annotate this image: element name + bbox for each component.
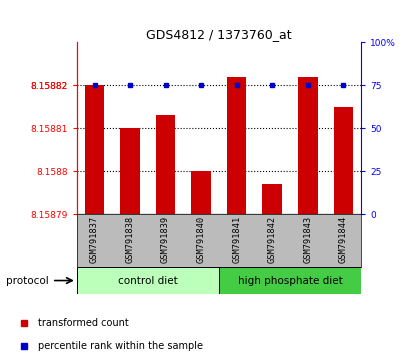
Text: GSM791840: GSM791840 bbox=[197, 216, 206, 263]
Text: GSM791843: GSM791843 bbox=[303, 216, 312, 263]
Text: GSM791839: GSM791839 bbox=[161, 216, 170, 263]
Bar bbox=[120, 128, 140, 214]
Text: GSM791838: GSM791838 bbox=[126, 216, 134, 263]
Text: control diet: control diet bbox=[118, 275, 178, 286]
Text: GSM791842: GSM791842 bbox=[268, 216, 277, 263]
Bar bbox=[219, 267, 361, 294]
Bar bbox=[77, 267, 219, 294]
Bar bbox=[334, 107, 353, 214]
Text: GSM791837: GSM791837 bbox=[90, 216, 99, 263]
Text: GSM791844: GSM791844 bbox=[339, 216, 348, 263]
Text: high phosphate diet: high phosphate diet bbox=[238, 275, 342, 286]
Text: percentile rank within the sample: percentile rank within the sample bbox=[38, 341, 203, 351]
Bar bbox=[85, 85, 104, 214]
Bar bbox=[298, 77, 317, 214]
Title: GDS4812 / 1373760_at: GDS4812 / 1373760_at bbox=[146, 28, 292, 41]
Bar bbox=[156, 115, 176, 214]
Bar bbox=[227, 77, 247, 214]
Bar bbox=[262, 184, 282, 214]
Text: protocol: protocol bbox=[6, 276, 49, 286]
Text: transformed count: transformed count bbox=[38, 319, 129, 329]
Text: GSM791841: GSM791841 bbox=[232, 216, 241, 263]
Bar bbox=[191, 171, 211, 214]
